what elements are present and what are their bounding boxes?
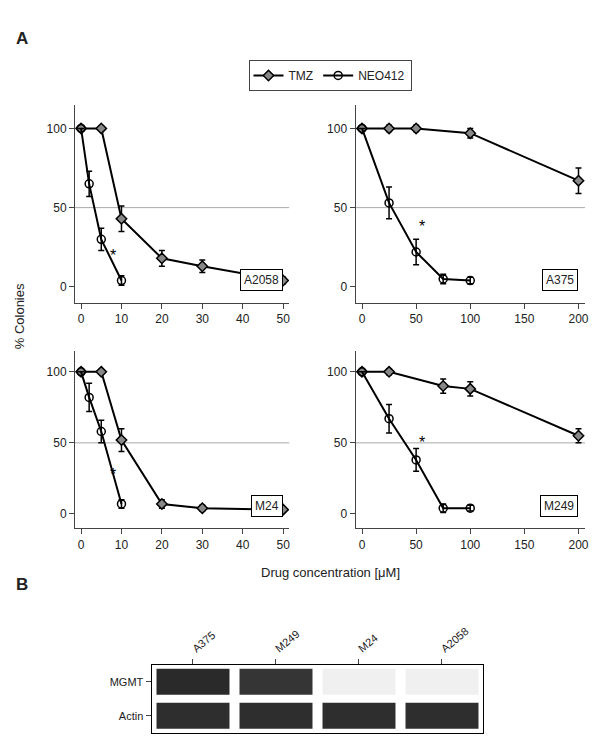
svg-text:M24: M24: [255, 499, 279, 513]
svg-text:20: 20: [155, 312, 169, 326]
svg-text:150: 150: [514, 312, 534, 326]
svg-text:B: B: [16, 575, 28, 594]
svg-text:50: 50: [276, 312, 290, 326]
svg-text:*: *: [110, 466, 116, 483]
svg-text:50: 50: [334, 436, 348, 450]
svg-text:A: A: [16, 29, 28, 48]
svg-text:M249: M249: [544, 499, 574, 513]
svg-text:10: 10: [115, 312, 129, 326]
svg-text:50: 50: [409, 312, 423, 326]
svg-text:A375: A375: [190, 629, 217, 655]
svg-text:30: 30: [196, 312, 210, 326]
svg-text:*: *: [110, 247, 116, 264]
svg-text:TMZ: TMZ: [289, 69, 314, 83]
svg-text:Drug concentration [μM]: Drug concentration [μM]: [261, 565, 400, 580]
svg-text:Actin: Actin: [119, 710, 143, 722]
svg-text:200: 200: [568, 312, 588, 326]
svg-text:A2058: A2058: [439, 625, 471, 655]
svg-text:200: 200: [568, 538, 588, 552]
svg-text:MGMT: MGMT: [110, 676, 144, 688]
svg-text:50: 50: [276, 538, 290, 552]
svg-text:0: 0: [359, 312, 366, 326]
svg-text:M24: M24: [356, 632, 380, 655]
svg-text:*: *: [419, 434, 425, 451]
svg-text:50: 50: [409, 538, 423, 552]
svg-text:M249: M249: [273, 628, 302, 655]
svg-text:10: 10: [115, 538, 129, 552]
svg-text:50: 50: [53, 201, 67, 215]
svg-text:0: 0: [60, 507, 67, 521]
svg-text:100: 100: [327, 122, 347, 136]
svg-text:100: 100: [460, 312, 480, 326]
svg-text:100: 100: [460, 538, 480, 552]
svg-text:50: 50: [334, 201, 348, 215]
svg-text:40: 40: [236, 538, 250, 552]
svg-text:100: 100: [327, 365, 347, 379]
svg-text:0: 0: [359, 538, 366, 552]
svg-text:0: 0: [78, 538, 85, 552]
svg-text:*: *: [419, 218, 425, 235]
svg-text:100: 100: [47, 122, 67, 136]
svg-text:30: 30: [196, 538, 210, 552]
svg-text:0: 0: [340, 507, 347, 521]
svg-text:40: 40: [236, 312, 250, 326]
svg-text:NEO412: NEO412: [358, 69, 404, 83]
svg-text:0: 0: [78, 312, 85, 326]
svg-text:A375: A375: [546, 273, 574, 287]
svg-text:100: 100: [47, 365, 67, 379]
svg-text:20: 20: [155, 538, 169, 552]
svg-text:150: 150: [514, 538, 534, 552]
svg-text:0: 0: [60, 280, 67, 294]
svg-text:0: 0: [340, 280, 347, 294]
svg-text:A2058: A2058: [244, 273, 279, 287]
svg-text:50: 50: [53, 436, 67, 450]
svg-text:% Colonies: % Colonies: [12, 283, 27, 349]
